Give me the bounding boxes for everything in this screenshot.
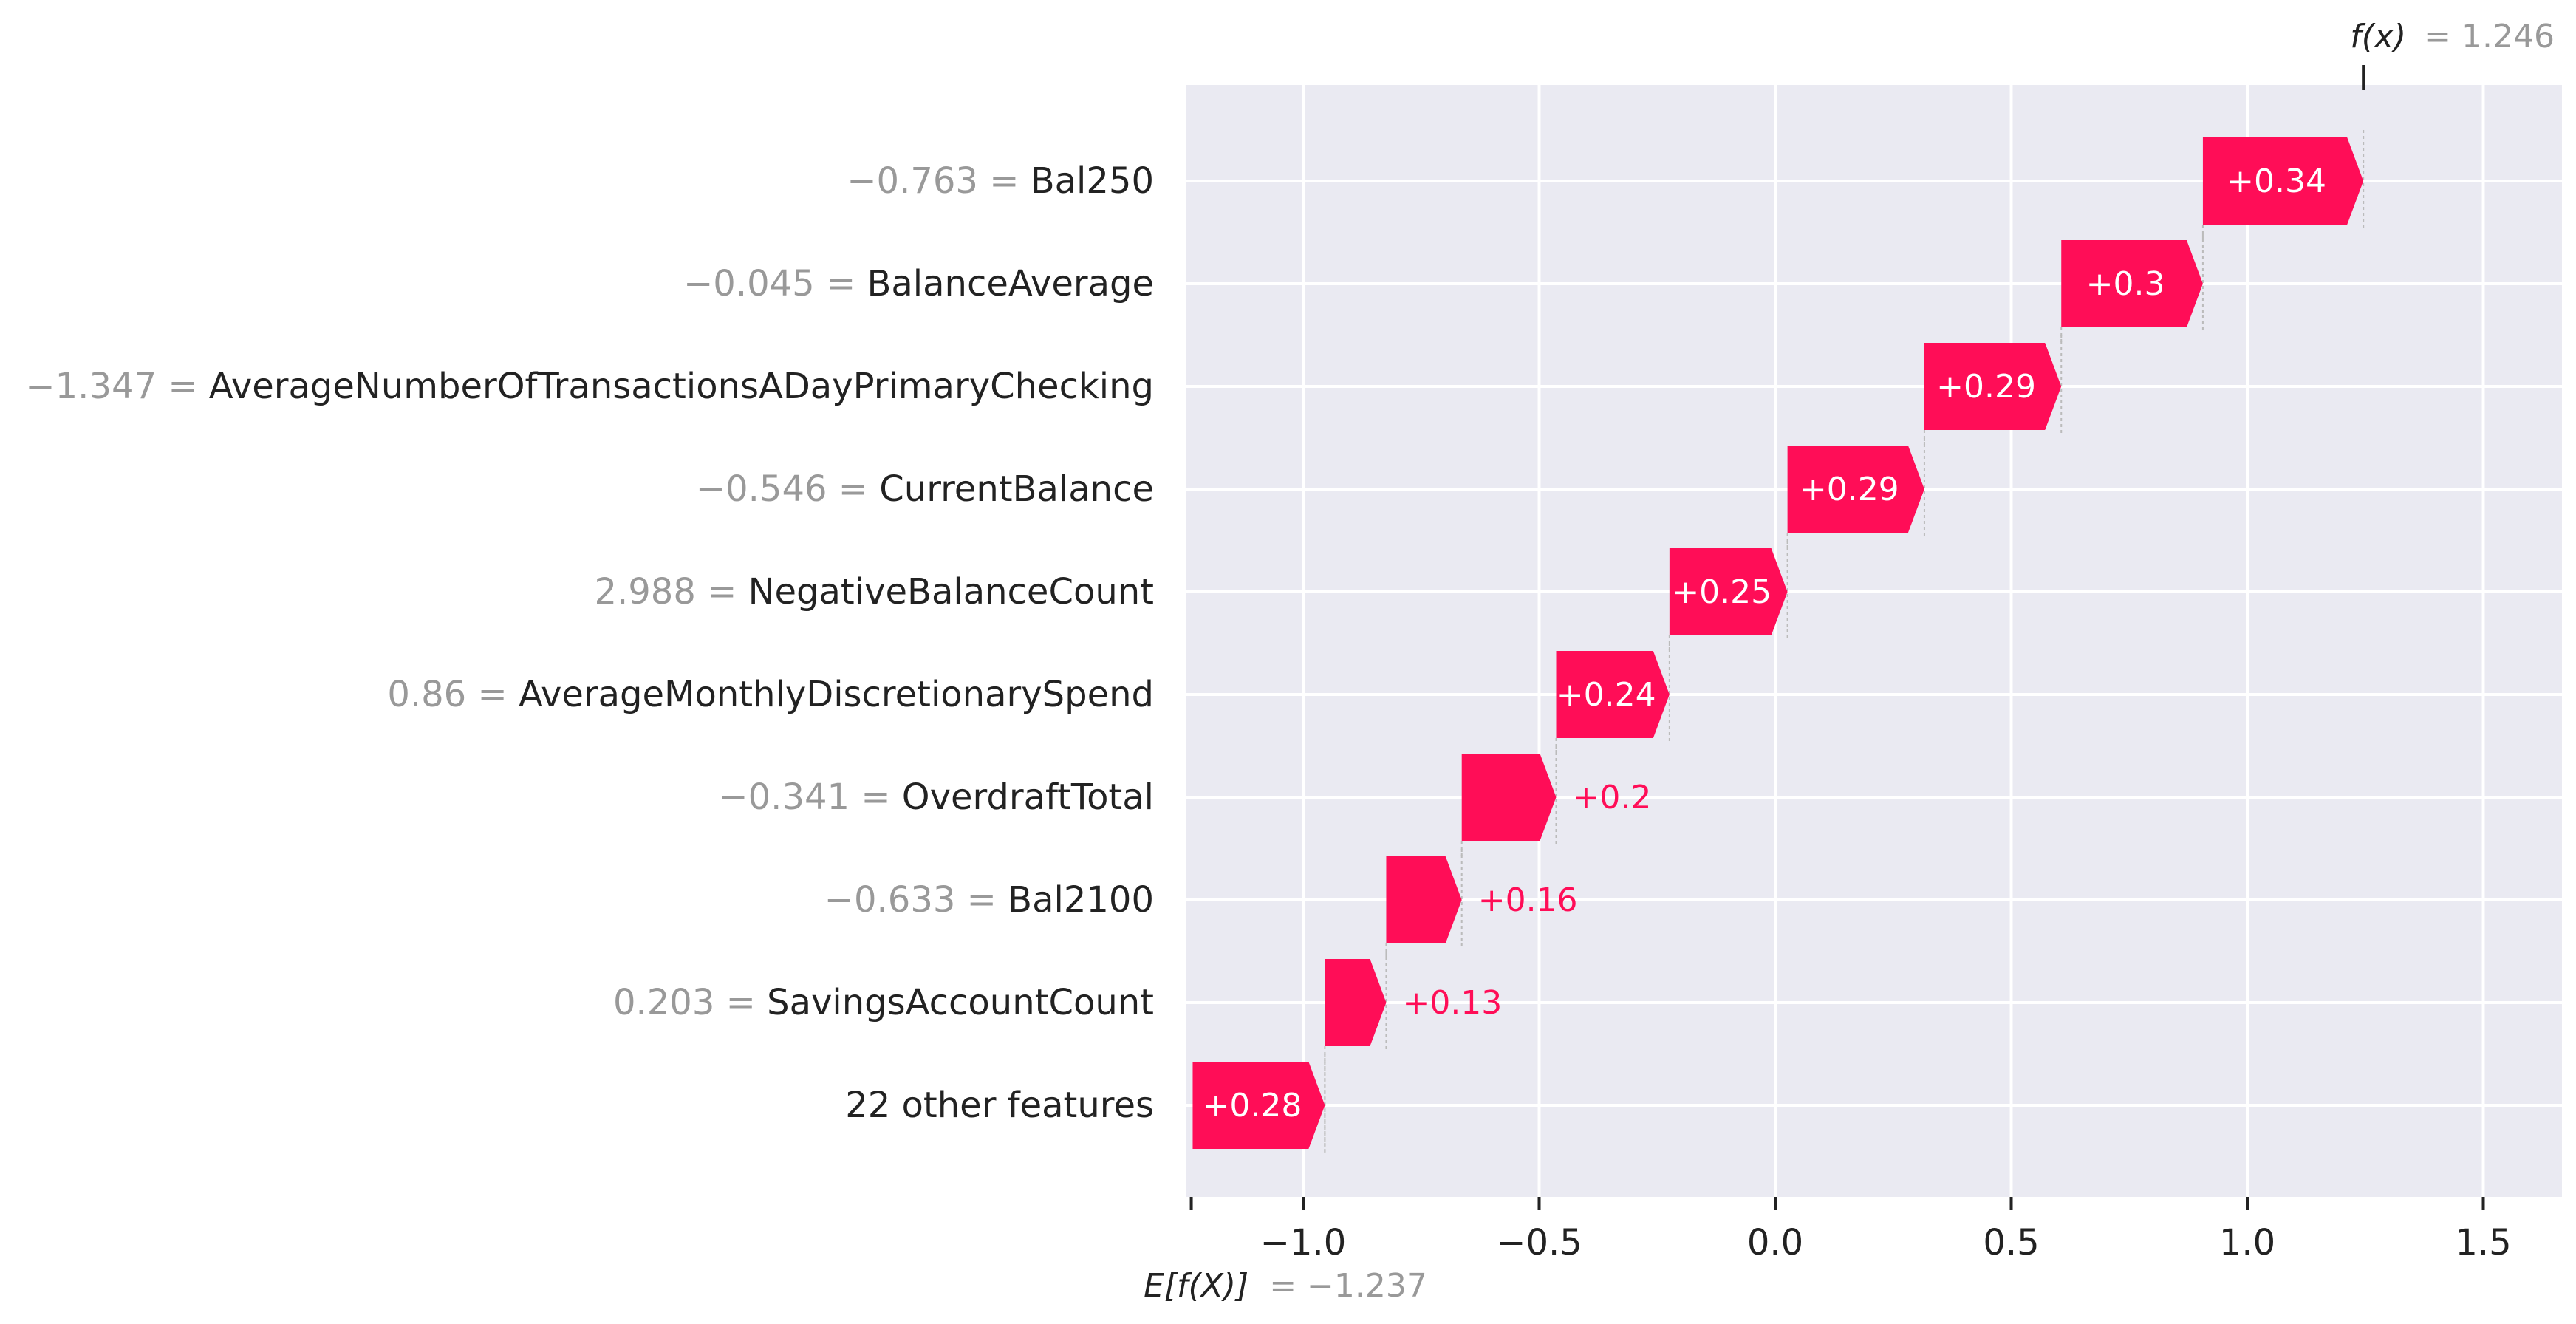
feature-name: NegativeBalanceCount [748,571,1154,612]
bar-value-label: +0.34 [2227,163,2326,200]
bars: +0.34 +0.3 +0.29 +0.29 +0.25 +0.24 +0.2 +0.16 +0… [1192,137,2364,1149]
bar-averagenumberoftransactionsadayprimarychecking [1924,343,2062,430]
feature-value: 2.988 = [594,571,748,612]
bar-averagemonthlydiscretionaryspend [1556,651,1670,738]
feature-name: AverageMonthlyDiscretionarySpend [519,674,1154,715]
plot-background [1186,85,2562,1197]
bar-value-label: +0.24 [1557,676,1656,714]
bar-value-label: +0.13 [1402,984,1502,1022]
feature-name: Bal250 [1031,160,1154,202]
base-value-marker: E[f(X)] = −1.237 [1144,1267,1427,1305]
feature-name: 22 other features [845,1085,1154,1126]
bar-currentbalance [1787,446,1924,533]
bar-value-label: +0.28 [1203,1087,1302,1125]
feature-label: −1.347 = AverageNumberOfTransactionsADay… [25,366,1154,407]
bar-value-label: +0.29 [1936,368,2036,406]
output-value-marker: f(x) = 1.246 [2350,18,2555,90]
feature-label: −0.763 = Bal250 [847,160,1154,202]
bar-value-label: +0.29 [1800,471,1899,508]
feature-name: Bal2100 [1008,879,1154,921]
bar-overdrafttotal [1461,754,1557,841]
feature-labels: −0.763 = Bal250 −0.045 = BalanceAverage −1… [25,160,1154,1126]
bar-value-label: +0.25 [1672,573,1772,611]
feature-name: AverageNumberOfTransactionsADayPrimaryCh… [209,366,1154,407]
feature-value: −0.045 = [683,263,867,304]
x-tick-label: 1.5 [2455,1222,2511,1263]
bar-value-label: +0.2 [1573,779,1652,816]
x-tick-label: 1.0 [2219,1222,2275,1263]
bar-bal250 [2202,137,2364,225]
feature-value: −0.341 = [718,777,901,818]
feature-label: −0.341 = OverdraftTotal [718,777,1154,818]
x-axis: −1.0 −0.5 0.0 0.5 1.0 1.5 [1189,1197,2512,1263]
feature-label: 0.86 = AverageMonthlyDiscretionarySpend [387,674,1154,715]
feature-label: −0.045 = BalanceAverage [683,263,1154,304]
feature-label: −0.633 = Bal2100 [824,879,1154,921]
base-value-number: = −1.237 [1269,1267,1427,1305]
base-value-symbol: E[f(X)] [1144,1267,1248,1305]
bar-bal2100 [1386,856,1462,943]
x-tick-label: −1.0 [1260,1222,1347,1263]
feature-value: −1.347 = [25,366,208,407]
x-tick-label: 0.5 [1983,1222,2039,1263]
output-value-number: = 1.246 [2424,18,2555,55]
bar-value-label: +0.16 [1478,881,1578,919]
feature-value: −0.763 = [847,160,1030,202]
bar-negativebalancecount [1669,548,1788,635]
feature-value: −0.546 = [696,468,879,510]
bar-balanceaverage [2061,240,2203,327]
bar-savingsaccountcount [1325,959,1387,1046]
feature-value: 0.86 = [387,674,519,715]
output-value-label: f(x) = 1.246 [2350,18,2555,55]
feature-name: SavingsAccountCount [767,982,1154,1023]
grid-lines [1186,85,2562,1197]
x-tick-label: 0.0 [1747,1222,1803,1263]
feature-value: 0.203 = [613,982,767,1023]
feature-label: 0.203 = SavingsAccountCount [613,982,1154,1023]
output-value-symbol: f(x) [2350,18,2406,55]
feature-name: CurrentBalance [879,468,1154,510]
feature-value: −0.633 = [824,879,1008,921]
feature-label: 2.988 = NegativeBalanceCount [594,571,1154,612]
x-tick-label: −0.5 [1496,1222,1582,1263]
bar-22-other-features [1192,1062,1325,1149]
bar-value-label: +0.3 [2086,265,2165,303]
feature-name: BalanceAverage [867,263,1154,304]
base-value-label: E[f(X)] = −1.237 [1144,1267,1427,1305]
connector-lines [1324,130,2365,1156]
feature-label: −0.546 = CurrentBalance [696,468,1154,510]
feature-name: OverdraftTotal [902,777,1154,818]
feature-label: 22 other features [845,1085,1154,1126]
